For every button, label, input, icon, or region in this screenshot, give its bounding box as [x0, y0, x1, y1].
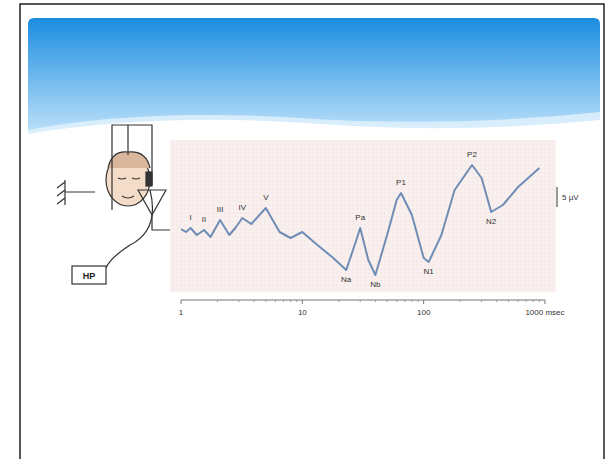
minor-tick [481, 300, 482, 302]
minor-tick [338, 300, 339, 302]
scale-bar-label: 5 µV [562, 193, 579, 202]
peak-label: P1 [396, 178, 406, 187]
minor-tick [460, 300, 461, 302]
minor-tick [387, 300, 388, 302]
peak-label: I [189, 213, 191, 222]
plot-marks [181, 165, 539, 275]
minor-tick [411, 300, 412, 302]
peak-label: Pa [355, 213, 365, 222]
minor-tick [418, 300, 419, 302]
peak-label: P2 [467, 150, 477, 159]
minor-tick [508, 300, 509, 302]
x-tick-label: 10 [298, 308, 307, 317]
minor-tick [533, 300, 534, 302]
x-tick [423, 300, 424, 304]
minor-tick [518, 300, 519, 302]
x-tick [545, 300, 546, 304]
peak-label: V [263, 193, 269, 202]
minor-tick [238, 300, 239, 302]
peak-label: IV [239, 203, 247, 212]
plot-background [170, 140, 556, 292]
head-diagram [57, 125, 175, 284]
peak-label: N2 [486, 217, 497, 226]
slide: HP1101001000 msecIIIIIIIVVNaPaNbP1N1P2N2… [0, 0, 610, 459]
minor-tick [404, 300, 405, 302]
header-band [28, 18, 600, 140]
minor-tick [275, 300, 276, 302]
scale-bar [557, 187, 558, 207]
minor-tick [396, 300, 397, 302]
minor-tick [496, 300, 497, 302]
minor-tick [526, 300, 527, 302]
minor-tick [539, 300, 540, 302]
minor-tick [254, 300, 255, 302]
x-tick [302, 300, 303, 304]
box-label: HP [83, 271, 96, 281]
peak-label: Nb [370, 280, 381, 289]
minor-tick [290, 300, 291, 302]
header-wave [28, 120, 600, 142]
minor-tick [375, 300, 376, 302]
x-tick-label: 1 [179, 308, 184, 317]
minor-tick [360, 300, 361, 302]
peak-label: III [217, 205, 224, 214]
x-tick-label: 1000 msec [525, 308, 564, 317]
minor-tick [296, 300, 297, 302]
peak-label: N1 [424, 267, 435, 276]
waveform [181, 165, 539, 275]
minor-tick [265, 300, 266, 302]
x-tick [181, 300, 182, 304]
x-tick-label: 100 [417, 308, 431, 317]
minor-tick [217, 300, 218, 302]
slide-frame [20, 4, 604, 459]
peak-label: Na [341, 275, 352, 284]
x-axis [181, 300, 545, 301]
minor-tick [283, 300, 284, 302]
peak-label: II [202, 215, 206, 224]
